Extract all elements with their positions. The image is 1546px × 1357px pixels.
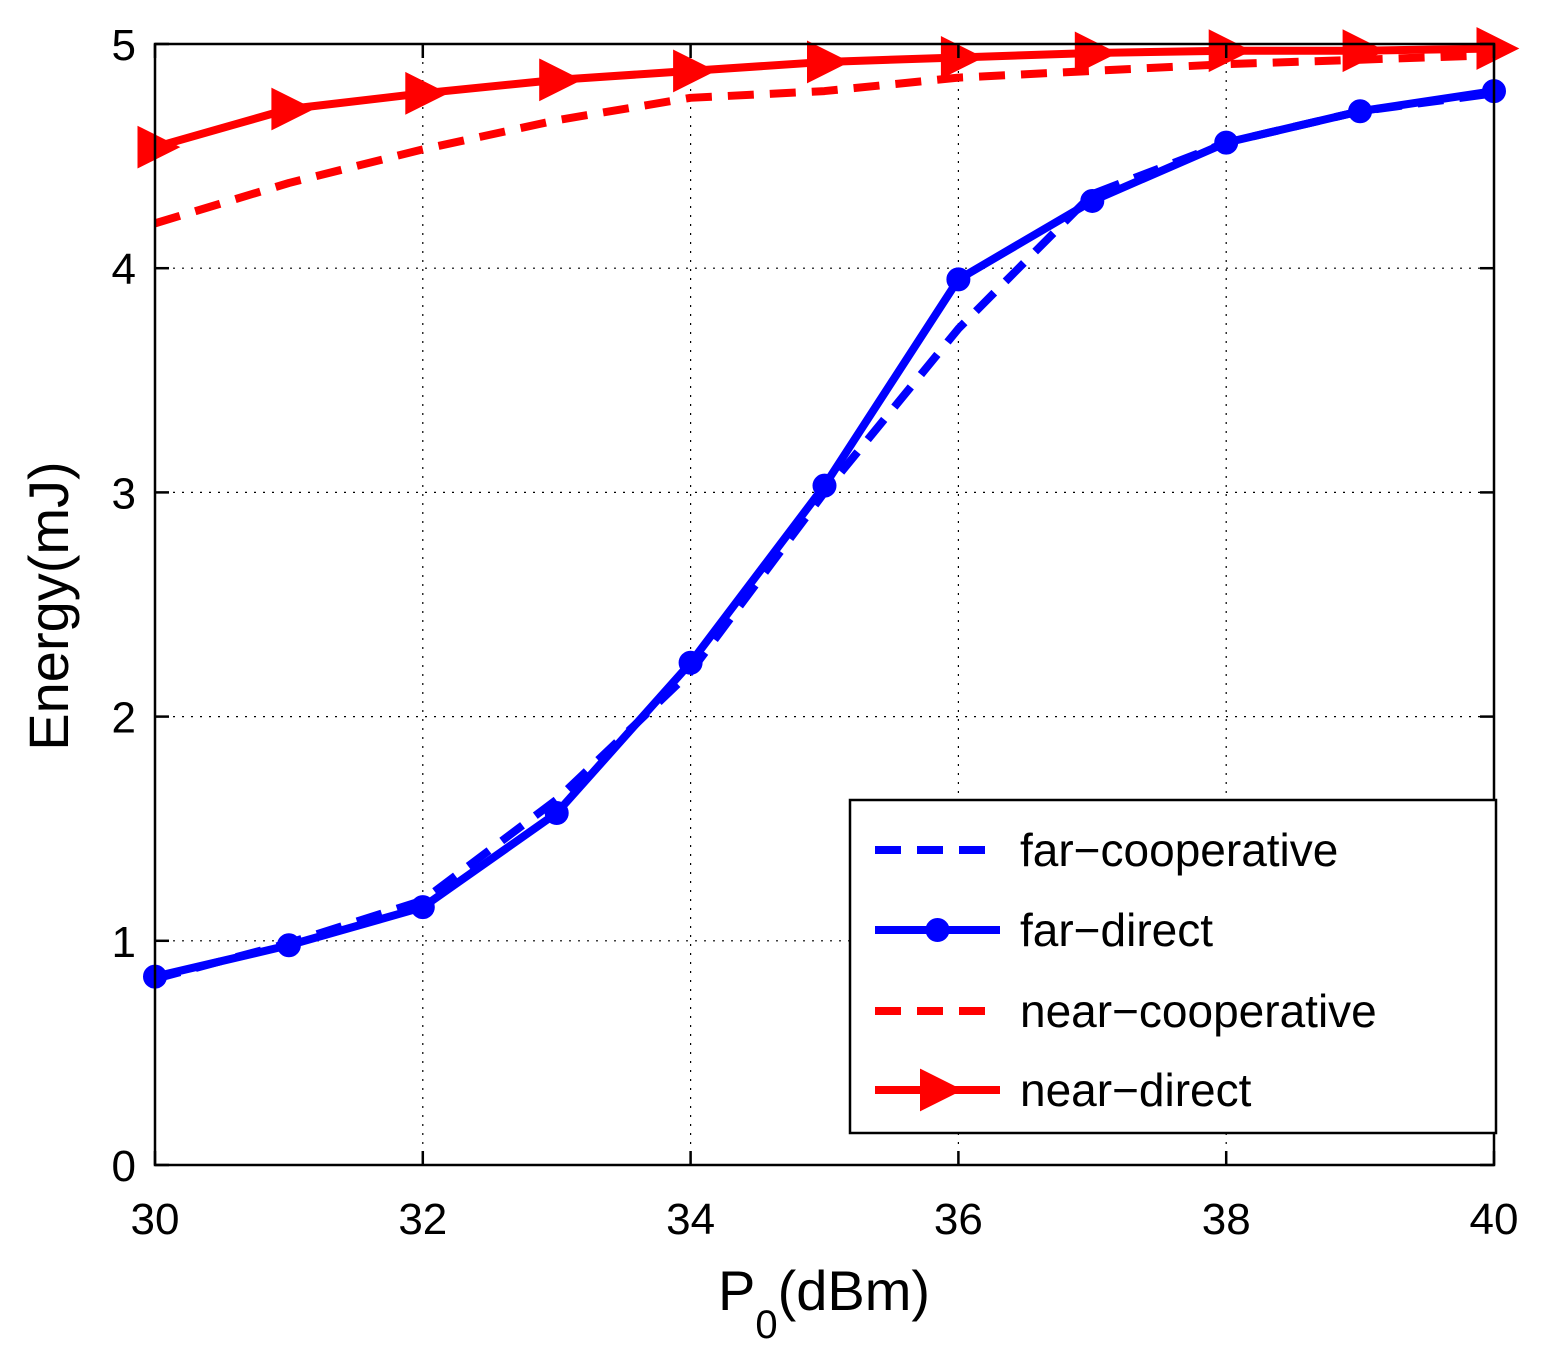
x-tick-label: 30 [131, 1195, 180, 1244]
y-tick-label: 1 [112, 918, 136, 967]
legend-marker [925, 918, 950, 942]
data-point-far-direct [410, 895, 435, 920]
legend-label: far−cooperative [1020, 824, 1338, 876]
x-axis-label-subscript: 0 [755, 1303, 777, 1347]
data-point-far-direct [1348, 99, 1373, 124]
x-axis-label: P0(dBm) [718, 1259, 930, 1347]
x-axis-label-unit: (dBm) [778, 1259, 930, 1322]
marker-group [137, 27, 1520, 989]
legend-item-far-cooperative: far−cooperative [875, 824, 1338, 876]
data-point-far-direct [276, 933, 301, 958]
y-axis-label: Energy(mJ) [17, 461, 80, 750]
series-line-near-cooperative [155, 51, 1494, 228]
legend-marker [920, 1068, 963, 1112]
data-point-far-direct [544, 801, 569, 826]
x-tick-labels: 30 32 34 36 38 40 [131, 1195, 1519, 1244]
x-tick-label: 34 [666, 1195, 715, 1244]
legend-items: far−cooperative far−direct near−cooperativ… [875, 824, 1377, 1116]
data-point-far-direct [946, 267, 971, 292]
y-tick-label: 0 [112, 1142, 136, 1191]
legend-label: near−cooperative [1020, 985, 1377, 1037]
data-point-near-direct [807, 40, 850, 84]
tick-marks [153, 42, 1496, 1167]
data-point-near-direct [1476, 27, 1520, 70]
data-point-far-direct [678, 650, 703, 675]
data-point-near-direct [405, 71, 449, 115]
legend: far−cooperative far−direct near−cooperativ… [848, 798, 1498, 1135]
x-axis-label-main: P [718, 1259, 755, 1322]
legend-item-far-direct: far−direct [875, 904, 1213, 956]
legend-item-near-direct: near−direct [875, 1064, 1252, 1116]
legend-label: near−direct [1020, 1064, 1252, 1116]
legend-box [848, 798, 1498, 1135]
legend-label: far−direct [1020, 904, 1213, 956]
plot-frame [153, 42, 1496, 1167]
y-tick-label: 2 [112, 694, 136, 743]
data-point-near-direct [271, 87, 315, 131]
x-tick-label: 32 [398, 1195, 447, 1244]
data-point-near-direct [940, 36, 984, 79]
data-point-far-direct [1214, 130, 1239, 155]
y-tick-label: 3 [112, 469, 136, 518]
data-point-near-direct [137, 125, 181, 169]
data-point-near-direct [673, 49, 716, 93]
data-point-near-direct [539, 58, 583, 102]
y-tick-labels: 0 1 2 3 4 5 [112, 21, 136, 1191]
y-tick-label: 4 [112, 245, 136, 294]
legend-item-near-cooperative: near−cooperative [875, 985, 1377, 1037]
data-point-near-direct [1342, 29, 1386, 73]
x-tick-label: 38 [1202, 1195, 1251, 1244]
data-point-far-direct [1080, 188, 1105, 213]
data-point-far-direct [812, 473, 837, 498]
y-tick-label: 5 [112, 21, 136, 70]
x-tick-label: 40 [1470, 1195, 1519, 1244]
data-point-near-direct [1208, 29, 1252, 73]
x-tick-label: 36 [934, 1195, 983, 1244]
